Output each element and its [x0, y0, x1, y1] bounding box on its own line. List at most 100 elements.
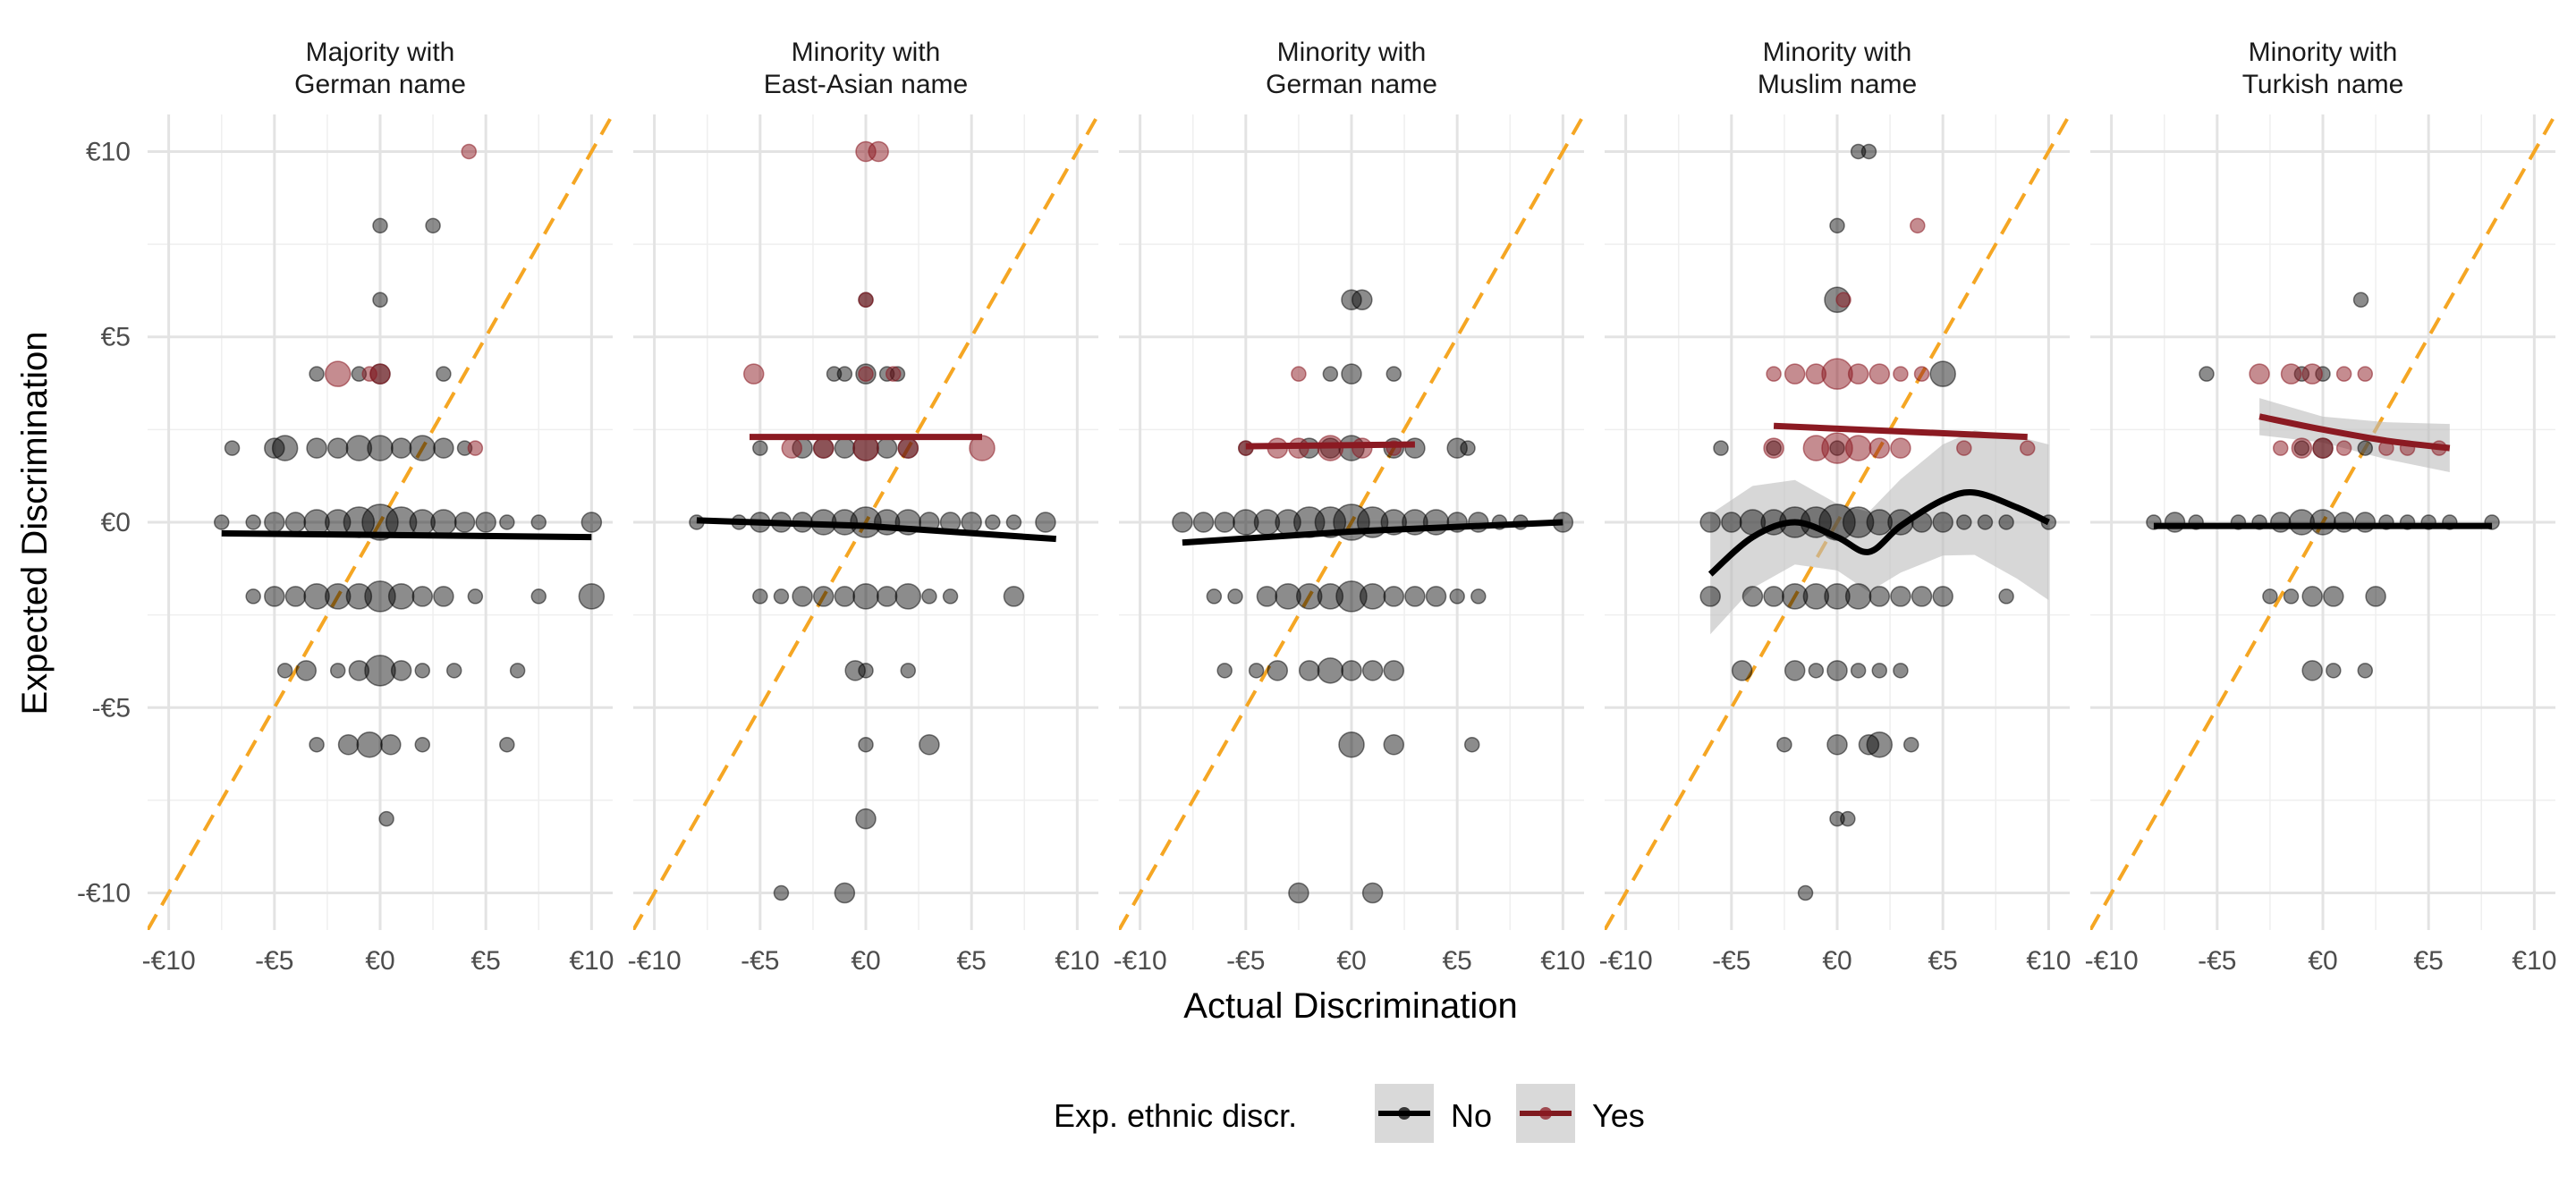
data-point-no [1035, 512, 1056, 533]
data-point-yes [897, 437, 919, 459]
data-point-no [919, 733, 940, 756]
x-tick-label: -€10 [1599, 946, 1653, 976]
legend-key-yes [1516, 1084, 1575, 1143]
data-point-no [348, 660, 370, 681]
x-tick-label: €0 [851, 946, 880, 976]
data-point-yes [2335, 440, 2352, 456]
data-point-no [1341, 363, 1362, 385]
data-point-no [2357, 440, 2374, 456]
data-point-no [1802, 583, 1830, 610]
data-point-yes [1956, 440, 1972, 456]
data-point-no [1826, 660, 1848, 681]
legend-title: Exp. ethnic discr. [1054, 1097, 1297, 1134]
data-point-no [1776, 736, 1792, 753]
data-point-no [499, 514, 515, 530]
data-point-no [284, 512, 307, 533]
data-point-yes [1291, 366, 1307, 382]
legend-label-yes: Yes [1592, 1097, 1645, 1134]
data-point-no [752, 588, 768, 605]
data-point-no [436, 366, 452, 382]
data-point-no [1248, 663, 1265, 679]
panel-title-line1: Minority with [1763, 38, 1912, 67]
fit-line-yes [1773, 422, 2028, 441]
legend-key-no [1375, 1084, 1434, 1143]
data-point-no [792, 586, 813, 607]
data-point-no [894, 583, 922, 610]
data-point-no [1288, 882, 1309, 904]
data-point-no [1826, 733, 1848, 756]
data-point-no [2301, 586, 2323, 607]
data-point-no [2357, 663, 2374, 679]
data-point-no [309, 366, 325, 382]
data-point-yes [461, 143, 478, 160]
panel-title-line1: Minority with [2249, 38, 2398, 67]
data-point-yes [2249, 363, 2270, 385]
data-point-yes [742, 363, 765, 385]
data-point-no [411, 586, 434, 607]
data-point-no [1192, 512, 1215, 533]
data-point-no [826, 366, 843, 382]
data-point-no [812, 586, 835, 607]
data-point-yes [1766, 366, 1782, 382]
x-tick-label: €0 [1822, 946, 1852, 976]
x-tick-label: €5 [1928, 946, 1957, 976]
data-point-no [1383, 733, 1405, 756]
x-tick-label: -€10 [1114, 946, 1167, 976]
data-point-no [1460, 440, 1476, 456]
x-tick-label: -€5 [741, 946, 779, 976]
fit-line-no [221, 529, 592, 541]
data-point-no [752, 440, 768, 456]
x-tick-label: €5 [2413, 946, 2443, 976]
data-point-no [834, 437, 856, 459]
data-point-no [475, 512, 496, 533]
data-point-no [1808, 663, 1825, 679]
data-point-no [1932, 512, 1953, 533]
data-point-no [1866, 509, 1894, 536]
panel-plot-area [2090, 114, 2555, 930]
x-tick-label: €10 [569, 946, 614, 976]
data-point-no [773, 884, 790, 901]
reference-line [148, 114, 613, 930]
data-point-yes [2312, 437, 2334, 459]
data-point-no [1216, 663, 1233, 679]
data-point-no [345, 583, 373, 610]
data-point-yes [1847, 363, 1869, 385]
data-point-no [1267, 660, 1289, 681]
data-point-no [530, 514, 547, 530]
data-point-no [961, 512, 982, 533]
x-tick-label: -€5 [255, 946, 293, 976]
data-point-no [1317, 657, 1344, 684]
data-point-yes [2291, 437, 2313, 459]
data-point-yes [885, 366, 902, 382]
x-tick-label: €10 [2026, 946, 2071, 976]
data-point-no [1850, 143, 1867, 160]
data-point-no [445, 663, 462, 679]
x-tick-label: -€10 [142, 946, 196, 976]
data-point-no [309, 736, 325, 753]
confidence-band [1710, 430, 2049, 635]
data-point-no [499, 736, 515, 753]
data-point-no [1256, 586, 1278, 607]
data-point-yes [1844, 435, 1872, 461]
data-point-no [858, 736, 874, 753]
data-point-no [852, 583, 879, 610]
data-point-no [834, 882, 856, 904]
data-point-no [1317, 583, 1344, 610]
data-point-no [372, 292, 388, 309]
data-point-no [1298, 660, 1320, 681]
data-point-no [1352, 289, 1373, 311]
data-point-no [1361, 660, 1384, 681]
data-point-no [1322, 366, 1339, 382]
x-tick-label: €0 [1336, 946, 1366, 976]
data-point-no [921, 588, 937, 605]
data-point-no [430, 509, 457, 536]
panel-title-line2: German name [1266, 70, 1437, 99]
data-point-no [1404, 586, 1426, 607]
data-point-no [264, 437, 285, 459]
facet-panel: Minority with German name -€10 -€5 €0 €5 €10 [1114, 38, 1586, 976]
data-point-no [1699, 512, 1721, 533]
y-tick-label: €5 [101, 323, 131, 352]
data-point-no [850, 506, 882, 538]
data-point-no [453, 512, 476, 533]
data-point-no [2365, 586, 2386, 607]
